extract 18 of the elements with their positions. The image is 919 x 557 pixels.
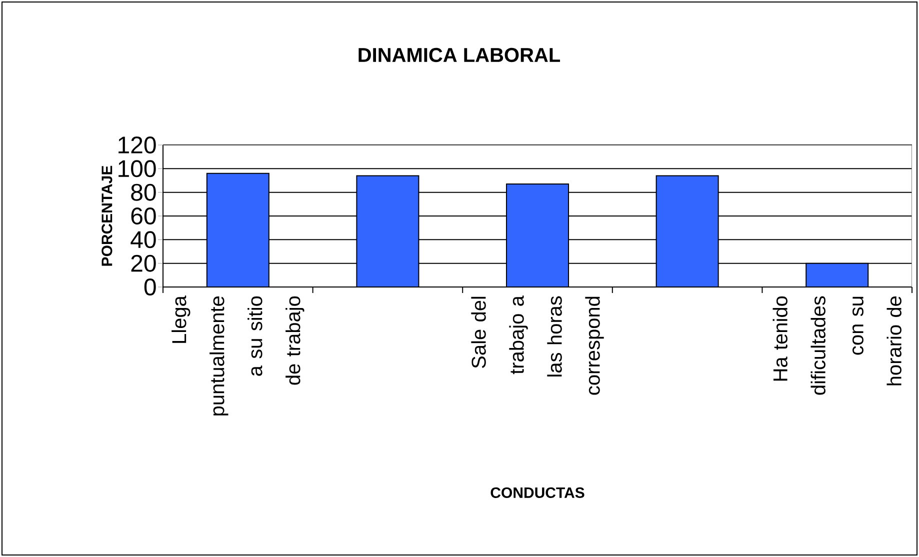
category-label: Ha tenido dificultades con su horario de <box>772 296 902 395</box>
y-tick-label: 0 <box>144 278 156 296</box>
x-tick-label: Llega puntualmente a su sitio de trabajo <box>172 296 304 416</box>
y-tick-label: 120 <box>118 136 156 154</box>
bar <box>206 172 270 287</box>
x-tick-label: Sale del trabajo a las horas correspond <box>471 296 604 395</box>
x-axis-title: CONDUCTAS <box>490 487 584 498</box>
y-tick-label: 100 <box>118 160 156 178</box>
y-axis-title: PORCENTAJE <box>102 166 112 266</box>
bar <box>656 175 719 287</box>
y-tick-label: 80 <box>131 184 156 201</box>
bar <box>356 175 420 287</box>
chart-title: DINAMICA LABORAL <box>358 48 560 62</box>
bar <box>506 184 570 287</box>
y-tick-label: 60 <box>131 207 156 224</box>
y-tick-label: 20 <box>131 254 156 272</box>
y-tick-label: 40 <box>130 231 156 248</box>
bar <box>806 262 869 287</box>
